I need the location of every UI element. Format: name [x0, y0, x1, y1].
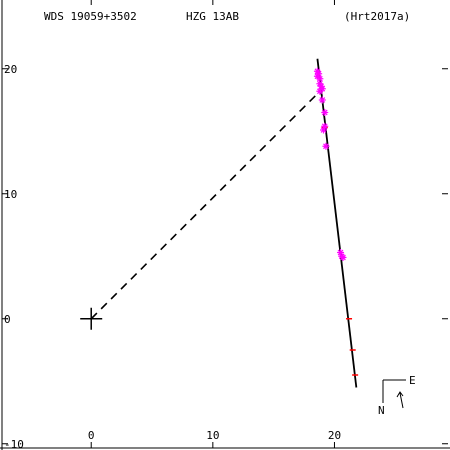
chart-marks: [80, 58, 359, 388]
observation-stroke: [340, 254, 346, 261]
observation-point: [320, 126, 328, 134]
observation-stroke: [316, 88, 323, 95]
observation-stroke: [323, 143, 329, 150]
observation-stroke: [316, 75, 323, 82]
y-tick-label: 20: [4, 63, 17, 76]
observation-point: [321, 109, 329, 116]
star-id-label: WDS 19059+3502: [44, 10, 137, 23]
node-line: [90, 91, 320, 320]
observation-point: [318, 96, 326, 104]
x-tick-label: 0: [88, 429, 95, 442]
observation-stroke: [314, 68, 321, 75]
observation-stroke: [316, 80, 323, 87]
x-tick-label: 10: [206, 429, 219, 442]
orientation-indicator: E N: [378, 374, 416, 417]
y-tick-label: 10: [4, 188, 17, 201]
discoverer-label: HZG 13AB: [186, 10, 239, 23]
east-label: E: [409, 374, 416, 387]
observation-stroke: [320, 127, 327, 133]
y-tick-label: 0: [4, 313, 11, 326]
observation-point: [316, 87, 324, 95]
observation-stroke: [319, 97, 326, 103]
observation-point: [339, 254, 347, 261]
observation-stroke: [337, 249, 344, 256]
north-label: N: [378, 404, 385, 417]
observation-stroke: [321, 109, 328, 116]
observation-stroke: [314, 73, 321, 80]
observation-point: [322, 142, 330, 150]
reference-label: (Hrt2017a): [344, 10, 410, 23]
y-tick-label: -10: [4, 438, 24, 450]
x-tick-label: 20: [328, 429, 341, 442]
motion-direction-icon: [396, 391, 404, 409]
